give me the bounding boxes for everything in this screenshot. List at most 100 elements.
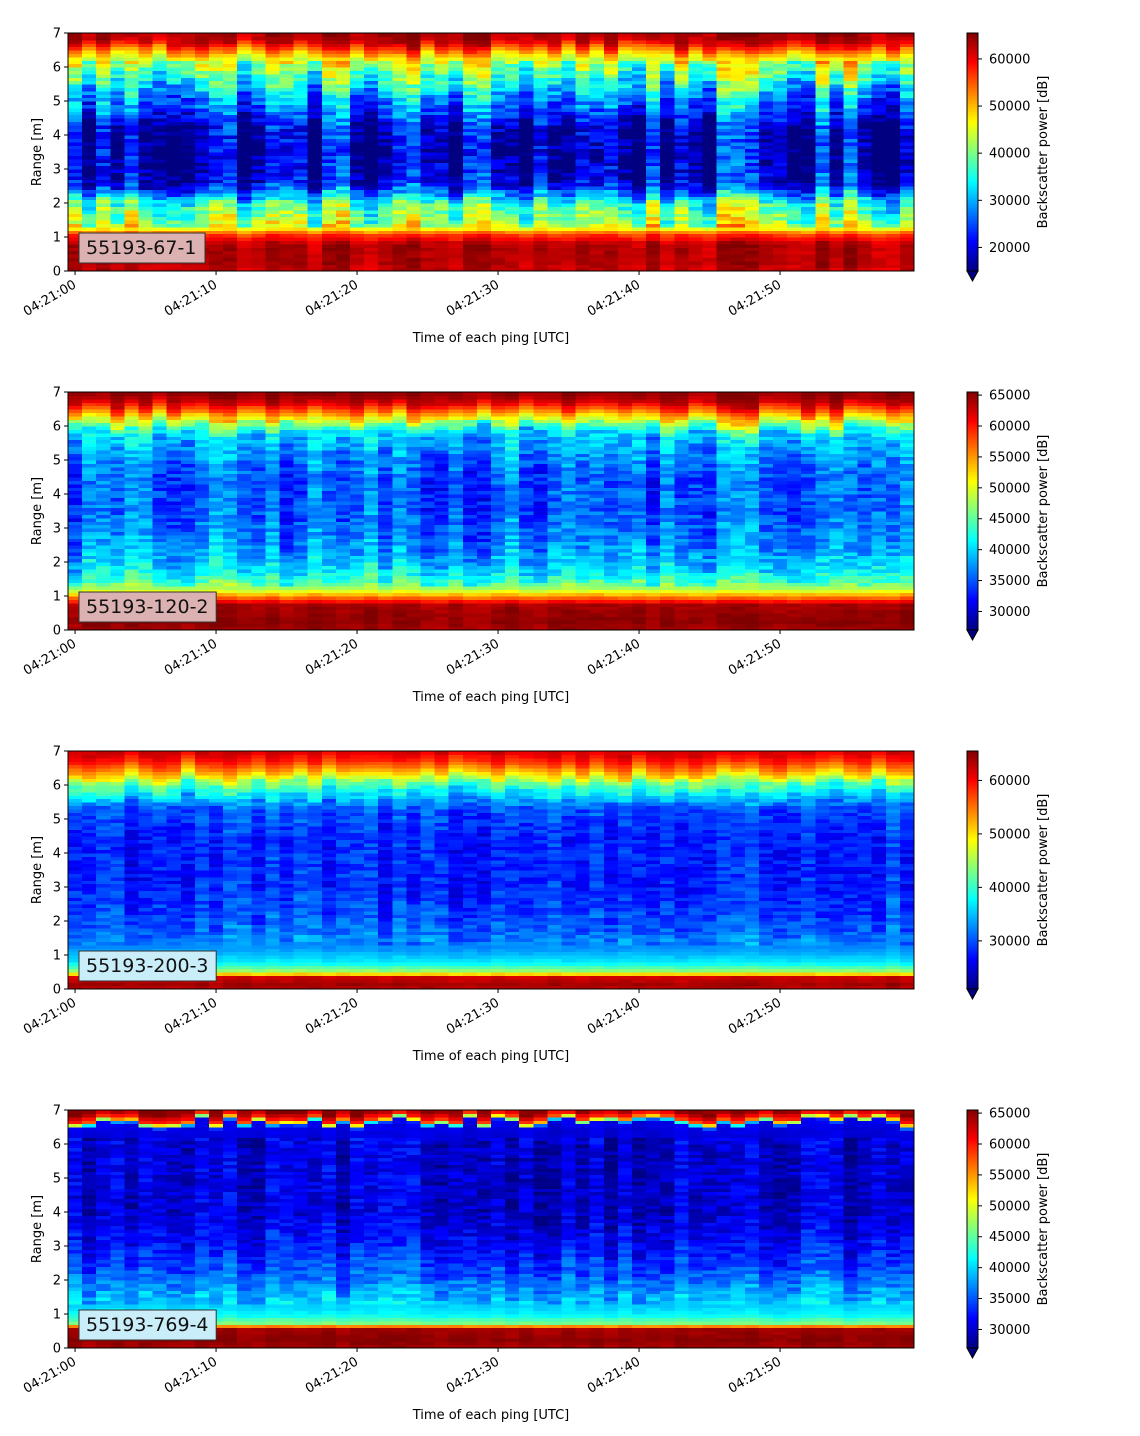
- heatmap-cell: [279, 162, 295, 167]
- heatmap-cell: [68, 237, 83, 241]
- heatmap-cell: [124, 56, 140, 61]
- heatmap-cell: [617, 192, 633, 197]
- heatmap-cell: [561, 141, 577, 146]
- heatmap-cell: [96, 135, 111, 139]
- heatmap-cell: [547, 97, 563, 102]
- heatmap-cell: [716, 209, 732, 214]
- heatmap-cell: [462, 87, 478, 92]
- heatmap-cell: [491, 203, 506, 207]
- heatmap-cell: [265, 243, 281, 248]
- heatmap-cell: [646, 223, 661, 228]
- heatmap-cell: [434, 179, 450, 184]
- heatmap-cell: [406, 155, 422, 160]
- heatmap-cell: [279, 36, 295, 41]
- heatmap-cell: [632, 203, 647, 207]
- heatmap-cell: [96, 50, 111, 54]
- heatmap-cell: [124, 182, 140, 187]
- heatmap-cell: [406, 213, 422, 218]
- heatmap-cell: [265, 43, 281, 48]
- heatmap-cell: [82, 230, 97, 235]
- heatmap-cell: [364, 254, 379, 258]
- heatmap-cell: [434, 213, 450, 218]
- heatmap-cell: [307, 104, 323, 109]
- heatmap-cell: [194, 101, 210, 105]
- heatmap-cell: [180, 87, 196, 92]
- heatmap-cell: [646, 148, 661, 153]
- heatmap-cell: [364, 182, 379, 187]
- heatmap-cell: [589, 152, 605, 156]
- heatmap-cell: [166, 111, 182, 116]
- heatmap-cell: [561, 203, 577, 207]
- heatmap-cell: [293, 145, 309, 150]
- heatmap-cell: [448, 39, 464, 44]
- heatmap-cell: [364, 226, 379, 231]
- heatmap-cell: [589, 107, 605, 112]
- heatmap-cell: [321, 196, 337, 201]
- heatmap-cell: [166, 118, 182, 122]
- heatmap-cell: [589, 121, 605, 126]
- heatmap-cell: [96, 203, 111, 207]
- heatmap-cell: [279, 60, 295, 65]
- heatmap-cell: [674, 213, 689, 218]
- heatmap-cell: [265, 101, 281, 105]
- heatmap-cell: [758, 233, 774, 238]
- heatmap-cell: [279, 186, 295, 190]
- colorbar-tick-label: 20000: [989, 241, 1030, 256]
- heatmap-cell: [533, 179, 548, 184]
- heatmap-cell: [350, 264, 365, 269]
- heatmap-cell: [434, 192, 450, 197]
- heatmap-cell: [476, 101, 492, 105]
- colorbar-tick-label: 30000: [989, 194, 1030, 209]
- heatmap-cell: [293, 226, 309, 231]
- heatmap-cell: [392, 152, 407, 156]
- heatmap-cell: [152, 504, 168, 509]
- heatmap-cell: [321, 97, 337, 102]
- heatmap-cell: [124, 63, 140, 68]
- heatmap-cell: [448, 162, 464, 167]
- heatmap-cell: [801, 226, 816, 231]
- heatmap-cell: [787, 148, 802, 153]
- heatmap-cell: [96, 87, 111, 92]
- heatmap-cell: [519, 94, 534, 99]
- heatmap-cell: [716, 199, 732, 204]
- heatmap-cell: [406, 182, 422, 187]
- heatmap-cell: [476, 267, 492, 272]
- heatmap-cell: [124, 264, 140, 269]
- heatmap-cell: [533, 80, 548, 85]
- heatmap-cell: [575, 209, 591, 214]
- heatmap-cell: [462, 158, 478, 163]
- heatmap-cell: [251, 199, 266, 204]
- heatmap-cell: [448, 230, 464, 235]
- heatmap-cell: [815, 233, 830, 238]
- heatmap-cell: [448, 148, 464, 153]
- heatmap-cell: [350, 84, 365, 88]
- heatmap-cell: [237, 186, 252, 190]
- heatmap-cell: [702, 243, 718, 248]
- heatmap-cell: [547, 196, 563, 201]
- heatmap-cell: [307, 223, 323, 228]
- heatmap-cell: [758, 209, 774, 214]
- heatmap-cell: [335, 36, 351, 41]
- heatmap-cell: [321, 107, 337, 112]
- heatmap-cell: [646, 196, 661, 201]
- heatmap-cell: [152, 56, 168, 61]
- heatmap-cell: [561, 84, 577, 88]
- heatmap-cell: [744, 165, 760, 170]
- heatmap-cell: [787, 158, 802, 163]
- heatmap-cell: [307, 196, 323, 201]
- heatmap-cell: [335, 240, 351, 245]
- heatmap-cell: [603, 101, 619, 105]
- heatmap-cell: [617, 73, 633, 78]
- heatmap-cell: [434, 90, 450, 95]
- heatmap-cell: [392, 118, 407, 122]
- heatmap-cell: [378, 233, 393, 238]
- heatmap-cell: [462, 206, 478, 211]
- heatmap-cell: [321, 267, 337, 272]
- heatmap-cell: [82, 114, 97, 119]
- heatmap-cell: [350, 77, 365, 82]
- heatmap-cell: [660, 36, 675, 41]
- heatmap-cell: [575, 196, 591, 201]
- heatmap-cell: [632, 80, 647, 85]
- heatmap-cell: [138, 101, 154, 105]
- heatmap-cell: [688, 175, 704, 180]
